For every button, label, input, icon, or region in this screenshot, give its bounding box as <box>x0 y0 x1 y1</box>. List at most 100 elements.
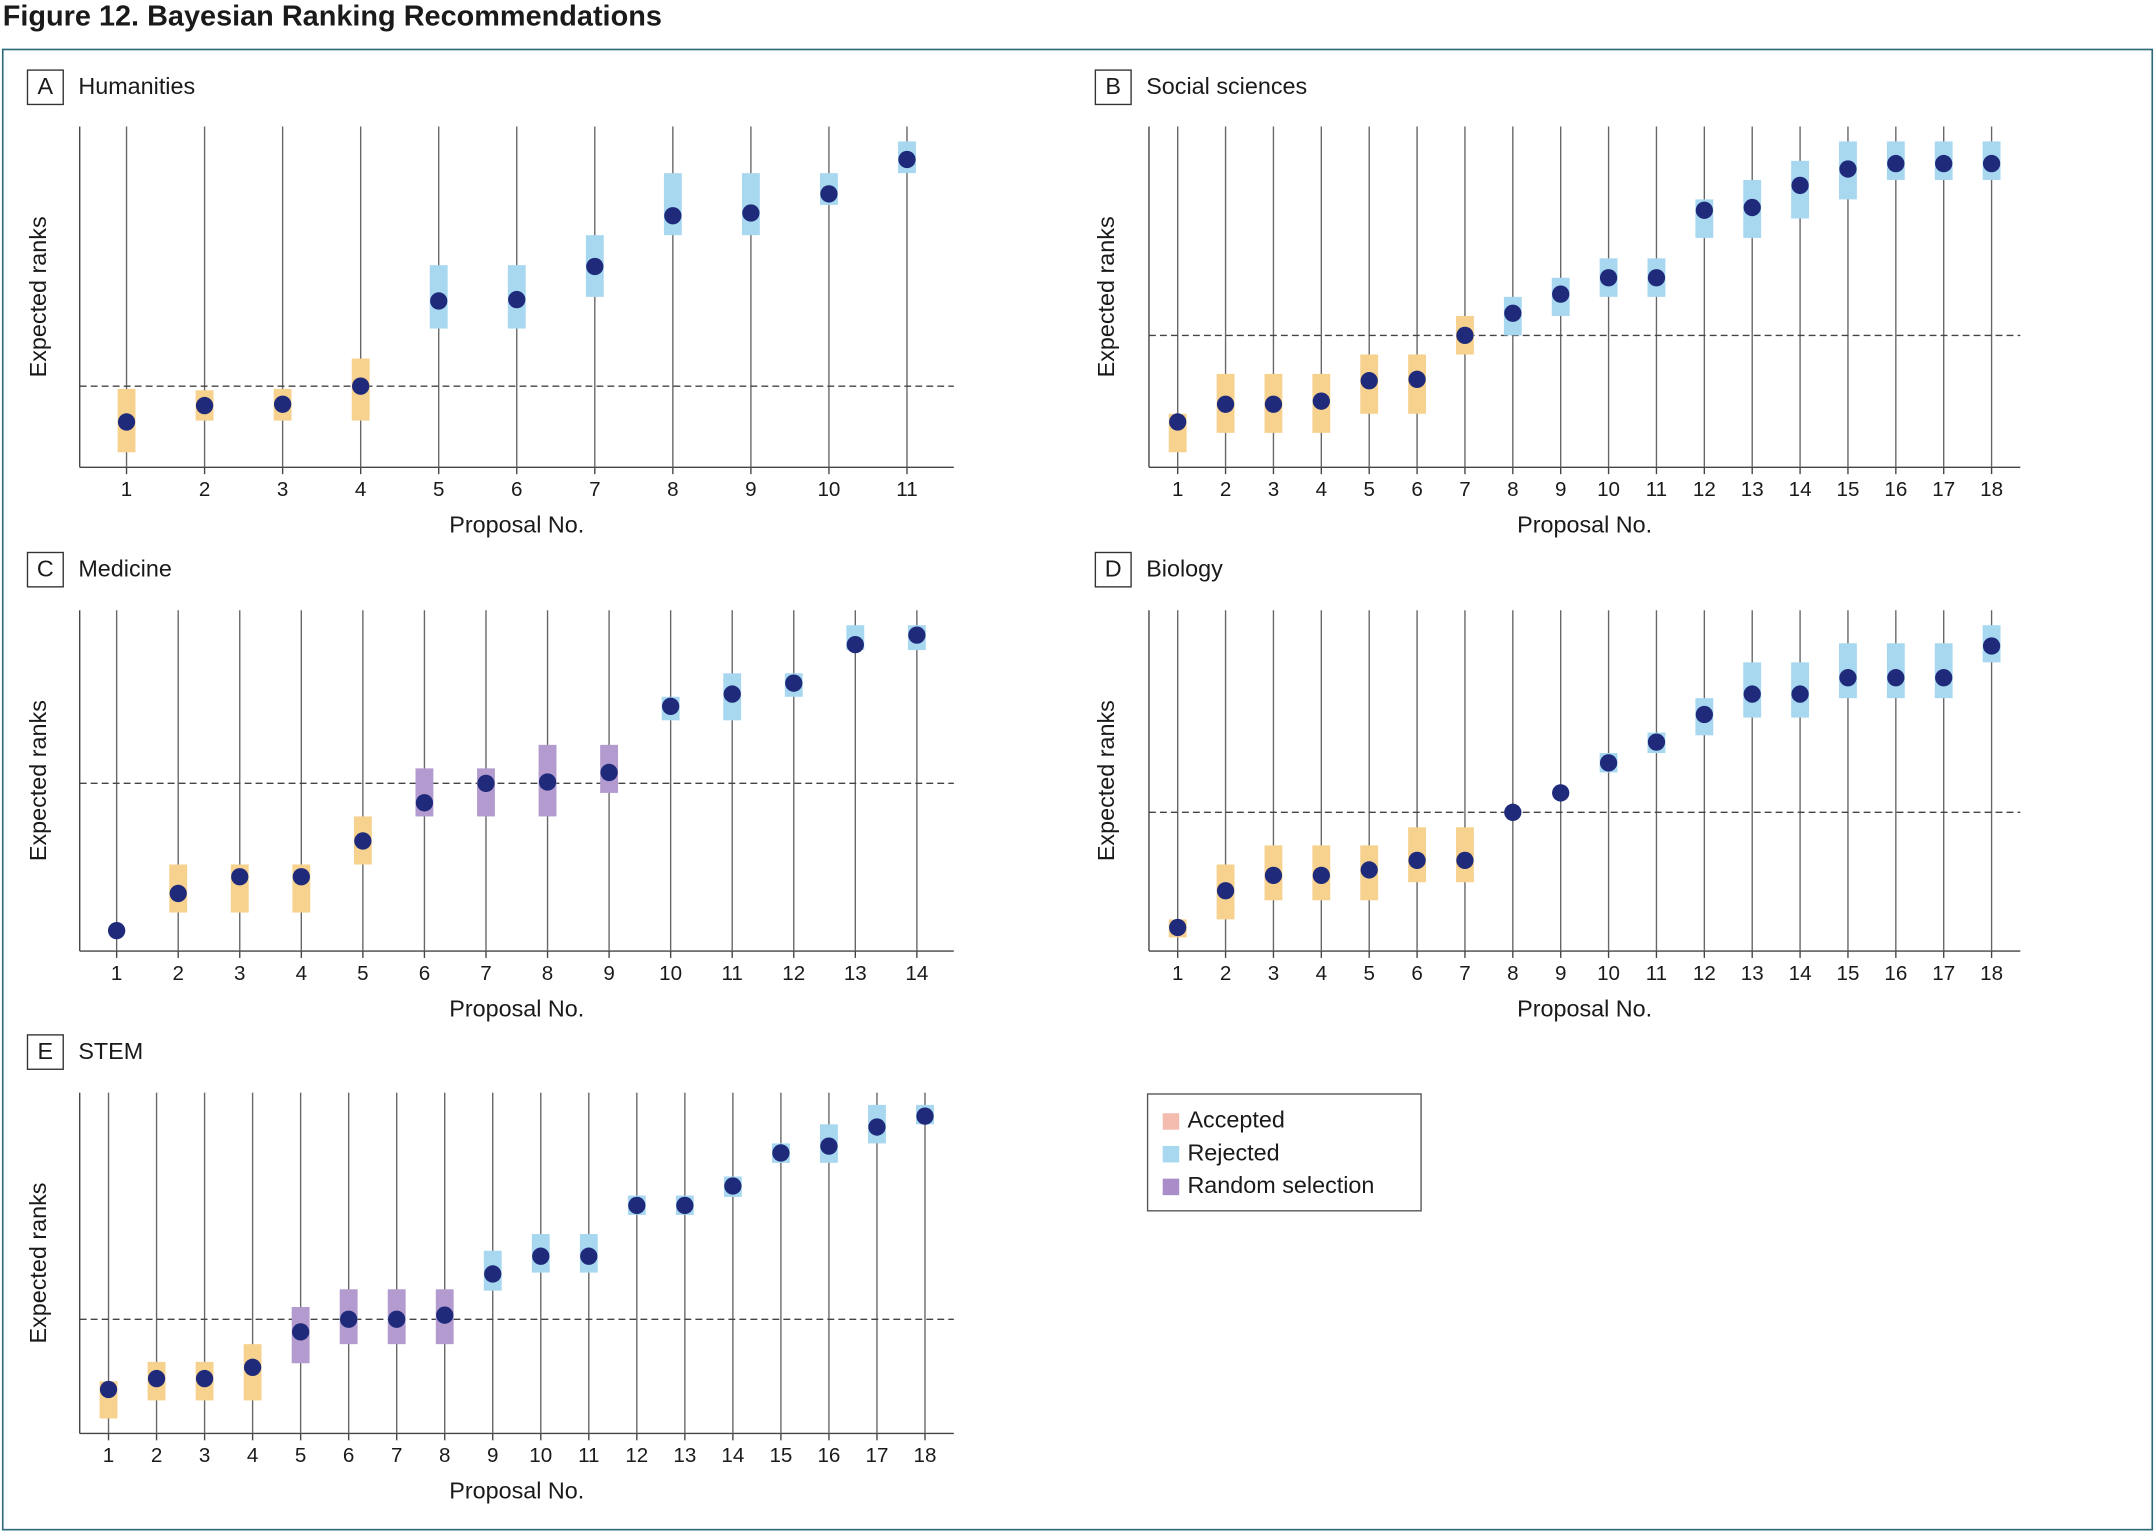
rank-dot <box>908 626 926 644</box>
rank-dot <box>1504 803 1522 821</box>
panel-title: Humanities <box>78 73 195 99</box>
rank-dot <box>1982 637 2001 655</box>
rank-dot <box>1456 851 1474 870</box>
x-tick-label: 14 <box>721 1444 744 1467</box>
x-tick-label: 16 <box>1884 962 1907 985</box>
rank-dot <box>477 774 495 793</box>
rank-dot <box>1935 154 1953 173</box>
rank-dot <box>600 763 618 782</box>
x-tick-label: 2 <box>199 478 210 501</box>
rank-dot <box>772 1144 790 1162</box>
rank-dot <box>169 884 187 903</box>
x-tick-label: 12 <box>1693 962 1716 985</box>
x-axis-label: Proposal No. <box>449 1478 584 1504</box>
rank-dot <box>1743 198 1761 217</box>
legend-swatch <box>1162 1145 1180 1163</box>
rank-dot <box>231 868 249 886</box>
x-tick-label: 9 <box>603 962 614 985</box>
rank-dot <box>1216 395 1235 413</box>
rank-dot <box>1360 372 1378 390</box>
rank-dot <box>1456 326 1474 345</box>
rank-dot <box>1169 918 1187 937</box>
x-tick-label: 7 <box>1459 962 1470 985</box>
x-tick-label: 4 <box>355 478 366 501</box>
x-tick-label: 8 <box>1507 478 1518 501</box>
rank-dot <box>1647 269 1666 287</box>
rank-dot <box>1312 866 1330 885</box>
x-tick-label: 1 <box>111 962 122 985</box>
x-tick-label: 16 <box>817 1444 840 1467</box>
x-tick-label: 3 <box>1268 962 1279 985</box>
x-tick-label: 7 <box>391 1444 402 1467</box>
x-tick-label: 9 <box>487 1444 498 1467</box>
legend-label: Random selection <box>1187 1172 1374 1198</box>
x-tick-label: 11 <box>722 962 743 985</box>
x-tick-label: 13 <box>673 1444 696 1467</box>
rank-dot <box>1599 269 1618 287</box>
rank-dot <box>532 1247 550 1265</box>
rank-dot <box>388 1310 406 1328</box>
rank-dot <box>742 204 760 222</box>
rank-dot <box>538 773 557 791</box>
x-tick-label: 1 <box>1172 478 1183 501</box>
x-tick-label: 14 <box>1789 478 1812 501</box>
x-tick-label: 18 <box>1980 478 2003 501</box>
legend-frame <box>1146 1093 1422 1212</box>
x-tick-label: 15 <box>769 1444 792 1467</box>
panel-label-box <box>26 69 64 106</box>
x-tick-label: 3 <box>199 1444 210 1467</box>
rank-dot <box>1599 754 1618 772</box>
legend-swatch <box>1162 1178 1180 1196</box>
x-tick-label: 1 <box>121 478 132 501</box>
x-tick-label: 5 <box>1363 962 1374 985</box>
rank-dot <box>508 290 526 309</box>
x-tick-label: 17 <box>1932 478 1955 501</box>
rank-dot <box>1791 176 1809 195</box>
x-tick-label: 18 <box>914 1444 937 1467</box>
panel-title: Biology <box>1146 556 1223 582</box>
rank-dot <box>195 396 214 415</box>
rank-dot <box>898 150 916 169</box>
x-tick-label: 8 <box>1507 962 1518 985</box>
rank-dot <box>107 921 126 940</box>
rank-dot <box>1169 413 1187 431</box>
rank-dot <box>1360 861 1378 879</box>
rank-dot <box>99 1380 118 1399</box>
x-tick-label: 6 <box>1411 478 1422 501</box>
x-tick-label: 3 <box>277 478 288 501</box>
rank-dot <box>195 1369 214 1388</box>
x-tick-label: 1 <box>1172 962 1183 985</box>
x-tick-label: 12 <box>1693 478 1716 501</box>
x-tick-label: 2 <box>1220 962 1231 985</box>
x-tick-label: 7 <box>1459 478 1470 501</box>
x-tick-label: 15 <box>1836 478 1859 501</box>
x-tick-label: 5 <box>295 1444 306 1467</box>
rank-dot <box>723 685 741 703</box>
x-tick-label: 9 <box>745 478 756 501</box>
panel-title: Social sciences <box>1146 73 1307 99</box>
rank-dot <box>147 1369 166 1388</box>
rank-dot <box>1408 851 1426 870</box>
rank-dot <box>352 377 370 395</box>
x-tick-label: 11 <box>1646 478 1667 501</box>
rank-dot <box>430 292 448 310</box>
x-tick-label: 1 <box>103 1444 114 1467</box>
x-tick-label: 12 <box>625 1444 648 1467</box>
interval-bar <box>741 173 760 236</box>
x-tick-label: 2 <box>151 1444 162 1467</box>
x-tick-label: 5 <box>433 478 444 501</box>
rank-dot <box>820 185 838 203</box>
y-axis-label: Expected ranks <box>25 700 51 861</box>
rank-dot <box>1887 669 1905 687</box>
panel-label: B <box>1105 73 1121 99</box>
rank-dot <box>484 1265 502 1283</box>
rank-dot <box>916 1107 934 1125</box>
rank-dot <box>292 868 310 886</box>
rank-dot <box>820 1137 838 1155</box>
x-tick-label: 9 <box>1555 962 1566 985</box>
legend-swatch <box>1162 1113 1180 1130</box>
x-tick-label: 8 <box>439 1444 450 1467</box>
x-tick-label: 11 <box>1646 962 1667 985</box>
panel-title: STEM <box>78 1038 143 1064</box>
